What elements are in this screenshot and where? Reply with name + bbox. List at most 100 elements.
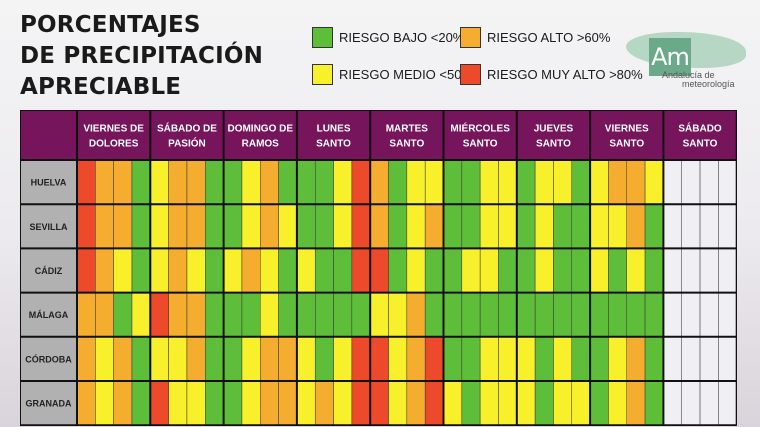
risk-cell: [131, 248, 151, 293]
risk-cell: [333, 159, 353, 205]
legend-label-low: RIESGO BAJO <20%: [339, 30, 465, 45]
risk-cell: [699, 159, 719, 205]
risk-cell: [296, 336, 316, 382]
risk-cell: [516, 380, 536, 426]
risk-cell: [150, 248, 169, 293]
risk-cell: [608, 203, 627, 249]
risk-cell: [76, 203, 96, 249]
risk-cell: [516, 159, 536, 205]
day-header-label: RAMOS: [242, 139, 280, 150]
risk-cell: [113, 336, 133, 382]
risk-cell: [663, 292, 682, 338]
risk-cell: [479, 380, 499, 426]
risk-cell: [351, 336, 371, 382]
risk-cell: [663, 336, 682, 382]
risk-cell: [205, 159, 224, 205]
risk-cell: [388, 336, 408, 382]
risk-cell: [553, 336, 573, 382]
risk-cell: [95, 336, 114, 382]
province-label-cell: [20, 336, 77, 381]
risk-cell: [351, 380, 371, 426]
legend-label-very-high: RIESGO MUY ALTO >80%: [487, 67, 643, 82]
day-header-label: SÁBADO: [678, 122, 722, 135]
legend-item-high: RIESGO ALTO >60%: [460, 27, 610, 48]
risk-cell: [296, 203, 316, 249]
risk-cell: [498, 159, 518, 205]
risk-cell: [626, 159, 646, 205]
risk-cell: [681, 203, 701, 249]
logo-mark: Am: [649, 38, 691, 76]
risk-cell: [608, 292, 627, 338]
risk-cell: [351, 203, 371, 249]
risk-cell: [95, 380, 114, 426]
risk-cell: [388, 380, 408, 426]
risk-cell: [424, 380, 444, 426]
risk-cell: [95, 203, 114, 249]
risk-cell: [278, 159, 298, 205]
risk-cell: [351, 292, 371, 338]
risk-cell: [571, 203, 591, 249]
risk-cell: [113, 248, 133, 293]
logo-text: Andalucía de meteorología: [662, 71, 735, 89]
day-header-label: MARTES: [386, 124, 429, 135]
risk-cell: [663, 380, 682, 426]
risk-cell: [516, 336, 536, 382]
risk-cell: [278, 380, 298, 426]
risk-cell: [571, 380, 591, 426]
legend-item-medium: RIESGO MEDIO <50%: [312, 64, 473, 85]
risk-cell: [681, 336, 701, 382]
risk-cell: [516, 203, 536, 249]
risk-cell: [498, 336, 518, 382]
risk-cell: [278, 336, 298, 382]
day-header-label: SANTO: [536, 139, 571, 150]
province-label: HUELVA: [31, 178, 67, 188]
risk-cell: [681, 248, 701, 293]
risk-cell: [718, 159, 737, 205]
risk-cell: [205, 336, 224, 382]
risk-cell: [95, 292, 114, 338]
risk-cell: [260, 248, 279, 293]
province-label-cell: [20, 381, 77, 426]
risk-cell: [406, 292, 426, 338]
risk-cell: [168, 292, 188, 338]
risk-cell: [553, 292, 573, 338]
risk-cell: [150, 203, 169, 249]
risk-cell: [608, 248, 627, 293]
risk-cell: [479, 292, 499, 338]
risk-cell: [516, 248, 536, 293]
risk-cell: [186, 203, 206, 249]
risk-cell: [681, 292, 701, 338]
header-band: [20, 110, 737, 160]
risk-cell: [553, 203, 573, 249]
page-title: PORCENTAJES DE PRECIPITACIÓN APRECIABLE: [20, 10, 263, 103]
legend-swatch-very-high: [460, 64, 481, 85]
risk-cell: [663, 159, 682, 205]
risk-cell: [443, 292, 463, 338]
risk-cell: [388, 159, 408, 205]
risk-cell: [260, 336, 279, 382]
day-header-label: DOMINGO DE: [227, 124, 293, 135]
risk-cell: [168, 380, 188, 426]
risk-cell: [168, 336, 188, 382]
risk-cell: [205, 203, 224, 249]
province-label: MÁLAGA: [29, 310, 69, 320]
risk-cell: [186, 248, 206, 293]
risk-cell: [626, 248, 646, 293]
risk-cell: [241, 248, 261, 293]
risk-cell: [186, 292, 206, 338]
risk-cell: [663, 248, 682, 293]
risk-cell: [333, 292, 353, 338]
precipitation-grid: VIERNES DE DOLORES SÁBADO DE PASIÓN DOMINGO …: [20, 110, 745, 427]
day-header-label: SANTO: [463, 139, 498, 150]
risk-cell: [314, 159, 334, 205]
risk-cell: [608, 380, 627, 426]
day-header-label: LUNES: [317, 124, 351, 135]
risk-cell: [369, 203, 389, 249]
risk-cell: [131, 380, 151, 426]
risk-cell: [699, 336, 719, 382]
risk-cell: [260, 203, 279, 249]
risk-cell: [699, 203, 719, 249]
risk-cell: [443, 203, 463, 249]
legend-swatch-low: [312, 27, 333, 48]
risk-cell: [718, 336, 737, 382]
